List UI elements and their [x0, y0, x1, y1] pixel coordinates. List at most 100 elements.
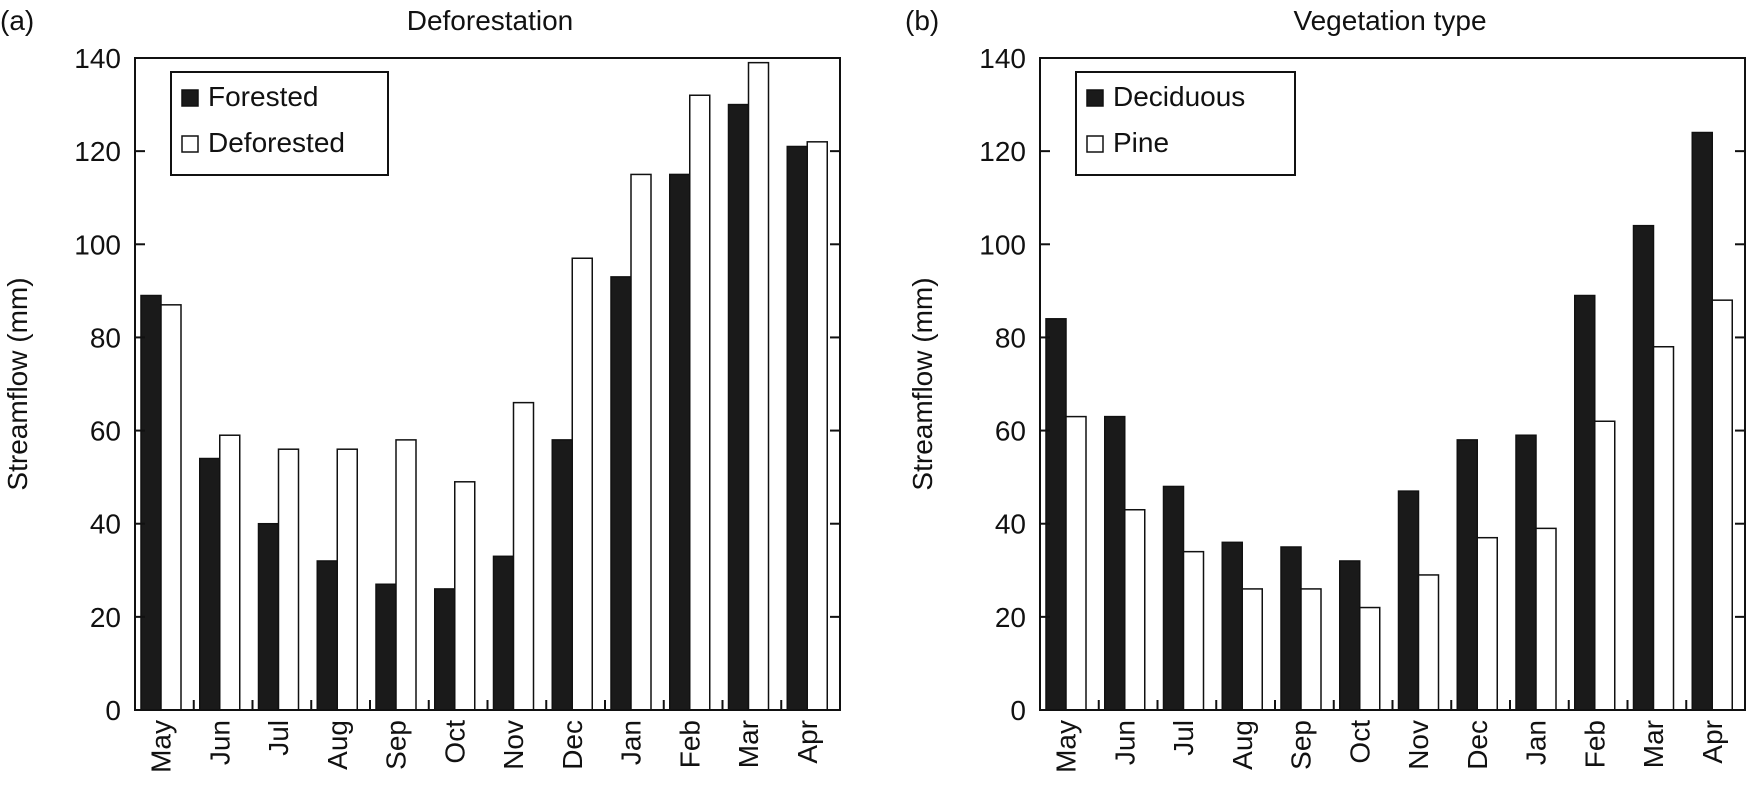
- bar-pine-sep: [1300, 588, 1322, 711]
- legend: Forested Deforested: [170, 71, 389, 176]
- y-tick-label: 20: [995, 602, 1026, 633]
- y-tick-label: 0: [1010, 695, 1026, 726]
- legend-box: [1075, 71, 1296, 176]
- y-tick-label: 120: [74, 136, 121, 167]
- bar-pine-aug: [1241, 588, 1263, 711]
- bar-deciduous-jul: [1162, 485, 1185, 711]
- bar-deforested-dec: [571, 257, 593, 711]
- legend-swatch-deciduous: [1086, 89, 1104, 107]
- bar-forested-apr: [786, 145, 808, 711]
- x-tick-label: Jun: [1109, 720, 1140, 765]
- bar-forested-jul: [257, 522, 280, 711]
- x-tick-label: Feb: [1579, 720, 1610, 768]
- bar-pine-oct: [1359, 606, 1381, 711]
- bar-deciduous-sep: [1280, 546, 1302, 711]
- bar-pine-dec: [1476, 536, 1498, 711]
- bar-deciduous-feb: [1574, 294, 1596, 711]
- bar-deforested-jan: [630, 173, 652, 711]
- bar-pine-feb: [1594, 420, 1616, 711]
- legend: Deciduous Pine: [1075, 71, 1296, 176]
- x-tick-label: Dec: [1462, 720, 1493, 770]
- legend-label-deforested: Deforested: [208, 127, 345, 158]
- y-tick-label: 60: [90, 416, 121, 447]
- bar-deciduous-may: [1045, 318, 1067, 711]
- bar-deforested-may: [160, 304, 182, 711]
- legend-label-pine: Pine: [1113, 127, 1169, 158]
- y-tick-label: 100: [979, 229, 1026, 260]
- bar-deforested-jun: [219, 434, 241, 711]
- y-tick-label: 140: [74, 43, 121, 74]
- bar-deforested-apr: [806, 141, 828, 711]
- bar-forested-sep: [375, 583, 397, 711]
- y-tick-label: 0: [105, 695, 121, 726]
- bar-deciduous-jan: [1515, 434, 1537, 711]
- bar-pine-jul: [1182, 550, 1205, 711]
- bar-pine-mar: [1652, 345, 1675, 711]
- x-tick-label: Jun: [204, 720, 235, 765]
- chart-panel-b: (b) Vegetation type Streamflow (mm) 0 20 40 60…: [905, 5, 1746, 773]
- bar-pine-jan: [1535, 527, 1557, 711]
- legend-swatch-pine: [1086, 135, 1104, 153]
- x-tick-label: Jan: [1521, 720, 1552, 765]
- bar-deciduous-jun: [1104, 415, 1126, 711]
- x-tick-label: Dec: [557, 720, 588, 770]
- legend-swatch-forested: [181, 89, 199, 107]
- bar-deciduous-nov: [1397, 490, 1420, 711]
- bar-deforested-jul: [277, 448, 300, 711]
- chart-panel-a: (a) Deforestation Streamflow (mm) 0 20 40 60 80…: [0, 5, 841, 773]
- legend-swatch-deforested: [181, 135, 199, 153]
- bar-pine-jun: [1124, 508, 1146, 711]
- bar-pine-may: [1065, 415, 1087, 711]
- x-tick-label: Apr: [792, 720, 823, 764]
- x-tick-label: Nov: [1403, 720, 1434, 770]
- x-tick-label: Sep: [381, 720, 412, 770]
- bar-forested-oct: [434, 588, 456, 711]
- legend-label-forested: Forested: [208, 81, 319, 112]
- x-tick-label: Mar: [1638, 720, 1669, 768]
- bar-deforested-feb: [689, 94, 711, 711]
- x-tick-label: Feb: [674, 720, 705, 768]
- x-tick-label: Sep: [1286, 720, 1317, 770]
- bar-forested-jan: [610, 276, 632, 711]
- y-tick-label: 20: [90, 602, 121, 633]
- bar-forested-feb: [669, 173, 691, 711]
- x-tick-label: Mar: [733, 720, 764, 768]
- panel-label: (b): [905, 5, 939, 36]
- bar-forested-mar: [727, 103, 750, 711]
- bar-deciduous-mar: [1632, 224, 1655, 711]
- bar-forested-may: [140, 294, 162, 711]
- x-tick-label: Aug: [1227, 720, 1258, 770]
- x-tick-label: May: [146, 720, 177, 773]
- x-tick-label: Aug: [322, 720, 353, 770]
- y-tick-label: 40: [995, 509, 1026, 540]
- bar-deforested-aug: [336, 448, 358, 711]
- chart-title: Deforestation: [407, 5, 574, 36]
- chart-title: Vegetation type: [1293, 5, 1486, 36]
- x-tick-label: Nov: [498, 720, 529, 770]
- y-axis-label: Streamflow (mm): [2, 277, 33, 490]
- x-tick-label: May: [1051, 720, 1082, 773]
- y-tick-label: 80: [90, 322, 121, 353]
- legend-box: [170, 71, 389, 176]
- bar-deforested-mar: [747, 61, 770, 711]
- bar-deforested-nov: [512, 401, 535, 711]
- bar-forested-aug: [316, 560, 338, 711]
- y-tick-label: 120: [979, 136, 1026, 167]
- bar-deciduous-oct: [1339, 560, 1361, 711]
- bar-forested-nov: [492, 555, 515, 711]
- y-tick-label: 60: [995, 416, 1026, 447]
- y-tick-label: 40: [90, 509, 121, 540]
- bar-pine-nov: [1417, 574, 1440, 711]
- bar-forested-dec: [551, 439, 573, 711]
- x-tick-label: Oct: [1344, 720, 1375, 764]
- bar-deciduous-apr: [1691, 131, 1713, 711]
- x-tick-label: Apr: [1697, 720, 1728, 764]
- bar-deforested-sep: [395, 439, 417, 711]
- x-tick-label: Jul: [1168, 720, 1199, 756]
- legend-label-deciduous: Deciduous: [1113, 81, 1245, 112]
- y-tick-label: 140: [979, 43, 1026, 74]
- y-tick-label: 100: [74, 229, 121, 260]
- x-tick-label: Jul: [263, 720, 294, 756]
- y-axis-label: Streamflow (mm): [907, 277, 938, 490]
